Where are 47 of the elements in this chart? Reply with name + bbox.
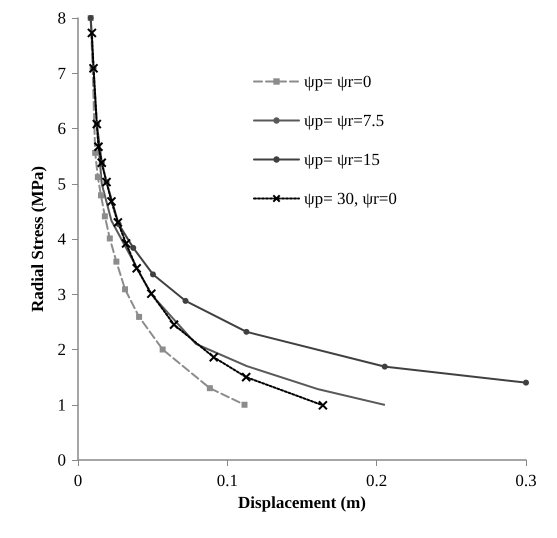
point [146, 288, 156, 299]
point [243, 328, 250, 335]
point [169, 320, 180, 330]
y-tick-label: 6 [58, 119, 66, 138]
point [150, 271, 156, 278]
point [132, 263, 142, 274]
point [241, 372, 252, 382]
legend-label: ψp= ψr=7.5 [304, 111, 384, 130]
point [112, 217, 123, 228]
x-tick-label: 0.1 [216, 471, 238, 490]
y-tick-label: 0 [58, 450, 66, 470]
point [106, 196, 116, 206]
y-tick-label: 7 [58, 64, 66, 83]
point [382, 364, 388, 370]
y-tick-label: 1 [58, 395, 66, 414]
point [92, 150, 98, 156]
y-tick-label: 5 [58, 174, 66, 194]
y-tick-label: 8 [58, 8, 66, 28]
point [113, 258, 120, 265]
point [242, 402, 248, 408]
point [121, 238, 132, 248]
point [102, 213, 108, 220]
point [318, 400, 328, 410]
y-tick-label: 2 [58, 340, 66, 359]
point [206, 385, 213, 392]
point [136, 314, 142, 320]
point [93, 142, 104, 152]
point [130, 244, 136, 251]
point [106, 235, 113, 242]
legend-label: ψp= ψr=15 [304, 150, 380, 169]
point [160, 346, 166, 352]
y-axis-title: Radial Stress (MPa) [28, 166, 47, 312]
y-tick-label: 3 [58, 284, 66, 304]
point [208, 352, 219, 362]
point [182, 298, 189, 304]
point [94, 174, 101, 180]
x-tick-label: 0.3 [515, 471, 537, 490]
point [523, 380, 529, 386]
x-tick-label: 0.2 [366, 471, 388, 490]
x-axis-title: Displacement (m) [238, 492, 366, 512]
legend-label: ψp= ψr=0 [304, 72, 372, 91]
point [98, 192, 104, 198]
legend-label: ψp= 30, ψr=0 [304, 189, 397, 208]
point [86, 28, 97, 38]
y-tick-label: 4 [58, 230, 66, 248]
point [122, 286, 128, 292]
x-tick-label: 0 [74, 471, 82, 490]
